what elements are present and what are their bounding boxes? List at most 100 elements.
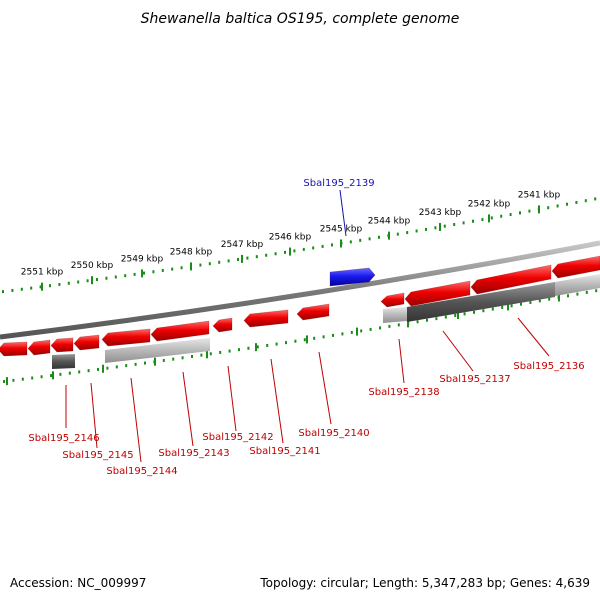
scale-tick-label: 2550 kbp — [71, 261, 114, 271]
scale-dot — [11, 288, 14, 292]
scale-dot — [285, 341, 287, 345]
gene-label[interactable]: Sbal195_2146 — [28, 433, 99, 444]
feature-bar-light — [105, 338, 210, 363]
major-tick — [356, 327, 358, 336]
leader-line — [182, 371, 194, 447]
gene-arrow-forward[interactable] — [101, 328, 151, 347]
scale-dot — [368, 237, 371, 241]
scale-tick-label: 2544 kbp — [368, 217, 411, 227]
scale-tick-label: 2547 kbp — [221, 240, 264, 250]
scale-dot — [96, 278, 98, 282]
leader-line — [517, 317, 550, 357]
scale-dot — [426, 318, 428, 322]
scale-dot — [134, 362, 137, 366]
major-tick — [255, 343, 257, 352]
scale-dot — [219, 350, 222, 354]
gene-label[interactable]: Sbal195_2136 — [513, 361, 584, 372]
scale-dot — [209, 352, 212, 356]
feature-bar-light — [555, 274, 600, 296]
scale-dot — [444, 315, 447, 319]
scale-dot — [256, 345, 259, 349]
scale-dot — [341, 332, 344, 336]
gene-arrow-forward[interactable] — [73, 334, 100, 351]
scale-dot — [303, 338, 306, 342]
scale-dot — [40, 375, 43, 379]
scale-dot — [359, 238, 362, 242]
scale-dot — [275, 342, 278, 346]
scale-dot — [397, 323, 400, 327]
gene-arrow-forward[interactable] — [150, 320, 210, 342]
gene-arrow-forward[interactable] — [296, 303, 330, 321]
scale-dot — [500, 214, 503, 218]
feature-bar-dark — [52, 354, 75, 369]
scale-dot — [416, 320, 419, 324]
scale-dot — [115, 365, 118, 369]
gene-label[interactable]: Sbal195_2137 — [439, 374, 510, 385]
gene-label[interactable]: Sbal195_2143 — [158, 448, 229, 459]
gene-arrow-forward[interactable] — [0, 341, 28, 357]
scale-dot — [152, 270, 155, 274]
scale-dot — [321, 244, 324, 248]
major-tick — [388, 231, 390, 240]
major-tick — [154, 357, 156, 366]
scale-dot — [162, 358, 165, 362]
scale-dot — [255, 255, 258, 259]
scale-dot — [529, 301, 532, 305]
scale-dot — [322, 335, 325, 339]
scale-dot — [482, 309, 485, 313]
gene-label[interactable]: Sbal195_2145 — [62, 450, 133, 461]
gene-label[interactable]: Sbal195_2140 — [298, 428, 369, 439]
scale-dot — [575, 200, 578, 204]
scale-dot — [87, 369, 90, 373]
scale-dot — [473, 310, 475, 314]
major-tick — [141, 269, 143, 278]
scale-dot — [509, 213, 512, 217]
scale-dot — [595, 289, 598, 293]
gene-label[interactable]: Sbal195_2138 — [368, 387, 439, 398]
scale-dot — [594, 197, 597, 201]
scale-tick-label: 2545 kbp — [320, 224, 363, 234]
scale-dot — [2, 290, 4, 294]
major-tick — [102, 364, 104, 373]
major-tick — [558, 293, 560, 302]
scale-dot — [369, 327, 372, 331]
scale-dot — [454, 313, 457, 317]
gene-label[interactable]: Sbal195_2139 — [303, 178, 374, 189]
gene-arrow-forward[interactable] — [243, 309, 289, 328]
gene-arrow-forward[interactable] — [27, 339, 51, 356]
gene-arrow-forward[interactable] — [404, 280, 471, 307]
scale-dot — [349, 240, 352, 244]
gene-arrow-forward[interactable] — [50, 337, 74, 353]
scale-dot — [332, 333, 334, 337]
leader-line — [270, 358, 284, 444]
scale-dot — [200, 353, 203, 357]
scale-dot — [31, 376, 34, 380]
lower-scale-track — [3, 289, 598, 386]
scale-dot — [435, 317, 438, 321]
topology-label: Topology: circular; Length: 5,347,283 bp… — [260, 576, 590, 590]
gene-arrow-forward[interactable] — [470, 264, 552, 295]
scale-dot — [481, 218, 484, 222]
scale-dot — [86, 279, 89, 283]
scale-dot — [415, 229, 418, 233]
gene-arrow-forward[interactable] — [212, 317, 233, 333]
gene-label[interactable]: Sbal195_2142 — [202, 432, 273, 443]
major-tick — [241, 254, 243, 263]
scale-dot — [3, 380, 5, 384]
major-tick — [306, 335, 308, 344]
gene-label[interactable]: Sbal195_2141 — [249, 446, 320, 457]
scale-dot — [274, 252, 277, 256]
feature-layer — [0, 255, 600, 369]
scale-dot — [547, 206, 550, 210]
scale-dot — [67, 281, 70, 285]
scale-dot — [312, 246, 315, 250]
gene-arrow-forward[interactable] — [380, 292, 405, 308]
label-layer: Sbal195_2139 Sbal195_2146 Sbal195_2145 Sbal… — [28, 178, 584, 477]
scale-dot — [227, 259, 230, 263]
gene-arrow-forward[interactable] — [551, 255, 600, 279]
gene-label[interactable]: Sbal195_2144 — [106, 466, 177, 477]
scale-dot — [171, 267, 174, 271]
scale-dot — [302, 247, 305, 251]
major-tick — [457, 311, 459, 320]
gene-arrow-reverse[interactable] — [329, 267, 376, 287]
